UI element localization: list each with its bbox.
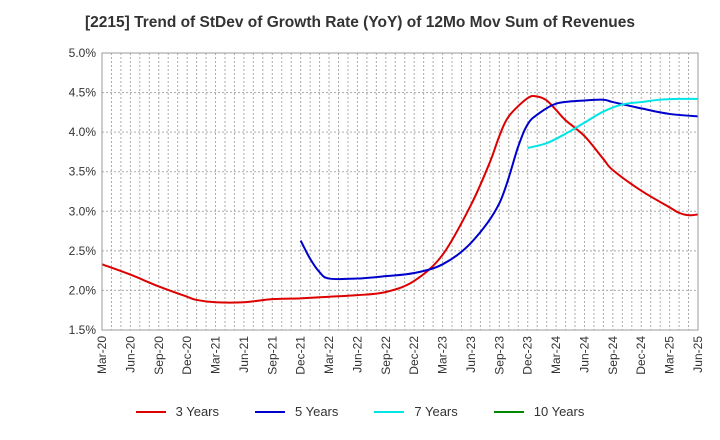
- x-tick-label: Jun-24: [577, 336, 591, 373]
- x-tick-label: Jun-23: [464, 336, 478, 373]
- y-tick-label: 4.0%: [69, 125, 97, 139]
- legend: 3 Years 5 Years 7 Years 10 Years: [0, 404, 720, 419]
- series-group: [101, 94, 699, 304]
- y-axis: 1.5% 2.0% 2.5% 3.0% 3.5% 4.0% 4.5% 5.0%: [69, 46, 97, 337]
- x-tick-label: Mar-23: [436, 336, 450, 374]
- x-tick-label: Dec-20: [180, 336, 194, 375]
- legend-label: 10 Years: [533, 404, 585, 419]
- legend-swatch: [374, 410, 405, 413]
- x-tick-label: Dec-21: [294, 336, 308, 375]
- x-tick-label: Mar-22: [322, 336, 336, 374]
- x-tick-label: Mar-20: [95, 336, 109, 374]
- x-tick-label: Sep-24: [606, 336, 620, 375]
- legend-swatch: [135, 410, 166, 413]
- legend-item-7-years: 7 Years: [374, 404, 458, 419]
- legend-label: 7 Years: [414, 404, 458, 419]
- y-tick-label: 1.5%: [69, 323, 97, 337]
- y-tick-label: 5.0%: [69, 46, 97, 60]
- legend-swatch: [493, 410, 524, 413]
- legend-label: 3 Years: [175, 404, 219, 419]
- series-line-5-years: [299, 98, 699, 281]
- x-tick-label: Dec-24: [634, 336, 648, 375]
- y-tick-label: 2.5%: [69, 244, 97, 258]
- x-tick-label: Sep-23: [492, 336, 506, 375]
- x-tick-label: Mar-25: [663, 336, 677, 374]
- x-tick-label: Mar-21: [209, 336, 223, 374]
- y-tick-label: 3.0%: [69, 204, 97, 218]
- chart-title: [2215] Trend of StDev of Growth Rate (Yo…: [84, 14, 636, 31]
- x-tick-label: Jun-25: [691, 336, 705, 373]
- x-tick-label: Dec-22: [407, 336, 421, 375]
- series-line-3-years: [101, 94, 699, 304]
- x-tick-label: Sep-20: [152, 336, 166, 375]
- x-tick-label: Sep-22: [379, 336, 393, 375]
- y-tick-label: 4.5%: [69, 86, 97, 100]
- legend-item-5-years: 5 Years: [255, 404, 338, 419]
- legend-label: 5 Years: [295, 404, 339, 419]
- x-axis: Mar-20 Jun-20 Sep-20 Dec-20 Mar-21 Jun-21 Sep-…: [95, 336, 705, 375]
- y-tick-label: 3.5%: [69, 165, 97, 179]
- x-tick-label: Mar-24: [549, 336, 563, 374]
- x-tick-label: Dec-23: [521, 336, 535, 375]
- series-line-7-years: [527, 97, 699, 149]
- x-tick-label: Jun-21: [237, 336, 251, 373]
- legend-item-10-years: 10 Years: [493, 404, 585, 419]
- y-tick-label: 2.0%: [69, 283, 97, 297]
- x-tick-label: Sep-21: [265, 336, 279, 375]
- legend-swatch: [255, 410, 285, 413]
- x-tick-label: Jun-20: [123, 336, 137, 373]
- legend-item-3-years: 3 Years: [135, 404, 219, 419]
- plot-frame: [101, 52, 699, 331]
- x-tick-label: Jun-22: [350, 336, 364, 373]
